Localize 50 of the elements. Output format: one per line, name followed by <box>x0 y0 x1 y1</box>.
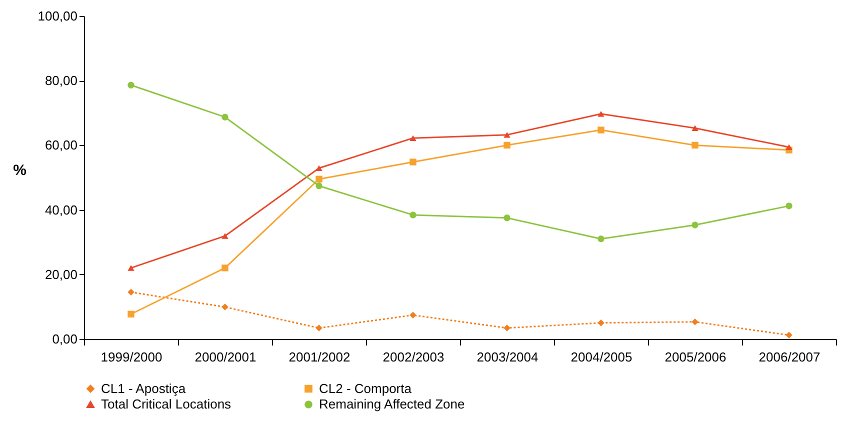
legend-label: CL1 - Apostiça <box>101 380 186 396</box>
point <box>128 82 134 88</box>
x-tick-label: 2006/2007 <box>758 350 820 364</box>
point <box>786 332 792 338</box>
point <box>222 264 228 272</box>
point <box>128 310 134 318</box>
legend-label: CL2 - Comporta <box>319 380 412 396</box>
y-tick-label: 60,00 <box>44 138 78 153</box>
y-tick-label: 80,00 <box>44 73 78 88</box>
point <box>692 318 698 326</box>
y-tick-label: 0,00 <box>52 332 78 346</box>
x-tick-label: 1999/2000 <box>100 350 162 364</box>
point <box>316 176 322 182</box>
point <box>410 312 416 318</box>
point <box>598 236 604 242</box>
x-tick-label: 2005/2006 <box>664 350 726 364</box>
point <box>128 288 134 296</box>
point <box>410 212 416 218</box>
point <box>128 265 134 271</box>
legend-label: Total Critical Locations <box>101 396 232 412</box>
point <box>692 222 698 228</box>
point <box>222 304 228 310</box>
point <box>692 142 698 149</box>
point <box>316 324 322 332</box>
point <box>222 233 228 239</box>
point <box>598 126 604 134</box>
legend-label: Remaining Affected Zone <box>319 396 465 412</box>
point <box>410 135 416 141</box>
x-tick-label: 2001/2002 <box>288 350 350 364</box>
y-tick-label: 20,00 <box>44 266 78 282</box>
point <box>786 202 792 210</box>
x-tick-label: 2000/2001 <box>194 350 256 364</box>
point <box>692 125 698 131</box>
y-tick-label: 100,00 <box>38 8 78 24</box>
point <box>504 132 510 138</box>
x-tick-label: 2002/2003 <box>382 350 444 364</box>
point <box>598 319 604 326</box>
point <box>786 144 792 150</box>
y-tick-label: 40,00 <box>44 202 78 218</box>
point <box>504 324 510 332</box>
point <box>410 158 416 166</box>
point <box>504 214 510 222</box>
y-axis-title: % <box>13 162 26 179</box>
point <box>316 165 322 172</box>
x-tick-label: 2003/2004 <box>476 350 538 364</box>
x-tick-label: 2004/2005 <box>570 350 632 364</box>
point <box>222 114 228 120</box>
point <box>504 142 510 149</box>
point <box>316 182 322 190</box>
point <box>598 110 604 117</box>
